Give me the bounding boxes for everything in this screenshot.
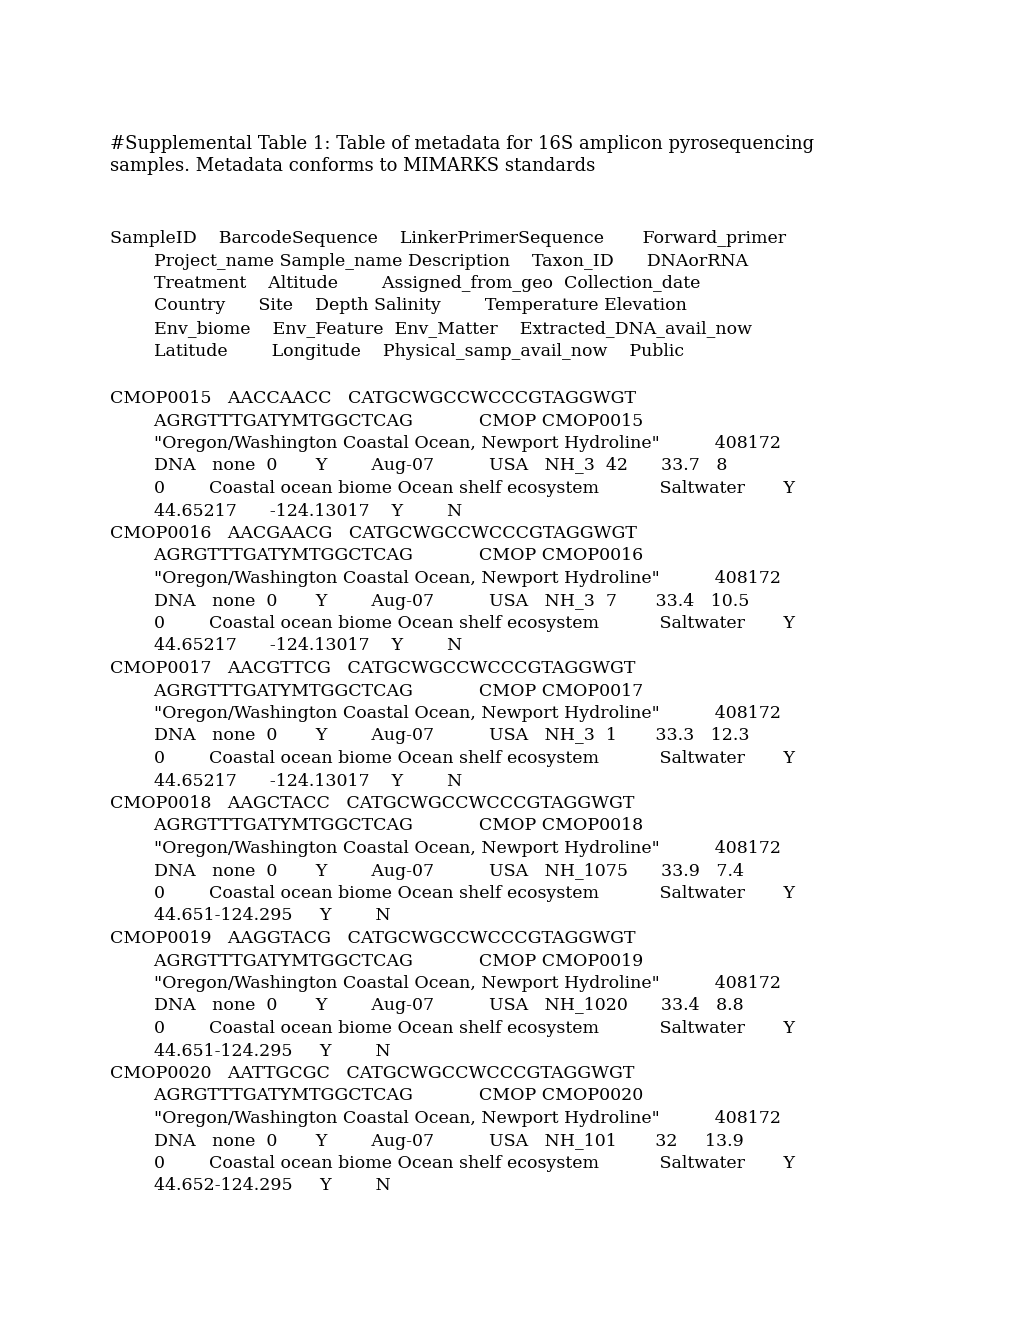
- Text: AGRGTTTGATYMTGGCTCAG            CMOP CMOP0017: AGRGTTTGATYMTGGCTCAG CMOP CMOP0017: [110, 682, 643, 700]
- Text: 0        Coastal ocean biome Ocean shelf ecosystem           Saltwater       Y: 0 Coastal ocean biome Ocean shelf ecosys…: [110, 615, 794, 632]
- Text: AGRGTTTGATYMTGGCTCAG            CMOP CMOP0020: AGRGTTTGATYMTGGCTCAG CMOP CMOP0020: [110, 1088, 643, 1105]
- Text: 44.651-124.295     Y        N: 44.651-124.295 Y N: [110, 1043, 390, 1060]
- Text: Treatment    Altitude        Assigned_from_geo  Collection_date: Treatment Altitude Assigned_from_geo Col…: [110, 275, 700, 292]
- Text: CMOP0018   AAGCTACC   CATGCWGCCWCCCGTAGGWGT: CMOP0018 AAGCTACC CATGCWGCCWCCCGTAGGWGT: [110, 795, 634, 812]
- Text: AGRGTTTGATYMTGGCTCAG            CMOP CMOP0019: AGRGTTTGATYMTGGCTCAG CMOP CMOP0019: [110, 953, 643, 969]
- Text: AGRGTTTGATYMTGGCTCAG            CMOP CMOP0018: AGRGTTTGATYMTGGCTCAG CMOP CMOP0018: [110, 817, 643, 834]
- Text: 0        Coastal ocean biome Ocean shelf ecosystem           Saltwater       Y: 0 Coastal ocean biome Ocean shelf ecosys…: [110, 1020, 794, 1038]
- Text: #Supplemental Table 1: Table of metadata for 16S amplicon pyrosequencing: #Supplemental Table 1: Table of metadata…: [110, 135, 813, 153]
- Text: Env_biome    Env_Feature  Env_Matter    Extracted_DNA_avail_now: Env_biome Env_Feature Env_Matter Extract…: [110, 319, 751, 337]
- Text: Latitude        Longitude    Physical_samp_avail_now    Public: Latitude Longitude Physical_samp_avail_n…: [110, 342, 684, 359]
- Text: "Oregon/Washington Coastal Ocean, Newport Hydroline"          408172: "Oregon/Washington Coastal Ocean, Newpor…: [110, 570, 781, 587]
- Text: CMOP0017   AACGTTCG   CATGCWGCCWCCCGTAGGWGT: CMOP0017 AACGTTCG CATGCWGCCWCCCGTAGGWGT: [110, 660, 635, 677]
- Text: 44.65217      -124.13017    Y        N: 44.65217 -124.13017 Y N: [110, 638, 462, 655]
- Text: AGRGTTTGATYMTGGCTCAG            CMOP CMOP0015: AGRGTTTGATYMTGGCTCAG CMOP CMOP0015: [110, 412, 643, 429]
- Text: DNA   none  0       Y        Aug-07          USA   NH_101       32     13.9: DNA none 0 Y Aug-07 USA NH_101 32 13.9: [110, 1133, 743, 1150]
- Text: 0        Coastal ocean biome Ocean shelf ecosystem           Saltwater       Y: 0 Coastal ocean biome Ocean shelf ecosys…: [110, 1155, 794, 1172]
- Text: DNA   none  0       Y        Aug-07          USA   NH_3  1       33.3   12.3: DNA none 0 Y Aug-07 USA NH_3 1 33.3 12.3: [110, 727, 749, 744]
- Text: DNA   none  0       Y        Aug-07          USA   NH_1075      33.9   7.4: DNA none 0 Y Aug-07 USA NH_1075 33.9 7.4: [110, 862, 743, 879]
- Text: DNA   none  0       Y        Aug-07          USA   NH_1020      33.4   8.8: DNA none 0 Y Aug-07 USA NH_1020 33.4 8.8: [110, 998, 743, 1015]
- Text: CMOP0020   AATTGCGC   CATGCWGCCWCCCGTAGGWGT: CMOP0020 AATTGCGC CATGCWGCCWCCCGTAGGWGT: [110, 1065, 634, 1082]
- Text: "Oregon/Washington Coastal Ocean, Newport Hydroline"          408172: "Oregon/Washington Coastal Ocean, Newpor…: [110, 1110, 781, 1127]
- Text: SampleID    BarcodeSequence    LinkerPrimerSequence       Forward_primer: SampleID BarcodeSequence LinkerPrimerSeq…: [110, 230, 786, 247]
- Text: "Oregon/Washington Coastal Ocean, Newport Hydroline"          408172: "Oregon/Washington Coastal Ocean, Newpor…: [110, 975, 781, 993]
- Text: samples. Metadata conforms to MIMARKS standards: samples. Metadata conforms to MIMARKS st…: [110, 157, 595, 176]
- Text: 0        Coastal ocean biome Ocean shelf ecosystem           Saltwater       Y: 0 Coastal ocean biome Ocean shelf ecosys…: [110, 480, 794, 498]
- Text: 0        Coastal ocean biome Ocean shelf ecosystem           Saltwater       Y: 0 Coastal ocean biome Ocean shelf ecosys…: [110, 884, 794, 902]
- Text: "Oregon/Washington Coastal Ocean, Newport Hydroline"          408172: "Oregon/Washington Coastal Ocean, Newpor…: [110, 705, 781, 722]
- Text: CMOP0019   AAGGTACG   CATGCWGCCWCCCGTAGGWGT: CMOP0019 AAGGTACG CATGCWGCCWCCCGTAGGWGT: [110, 931, 635, 946]
- Text: CMOP0016   AACGAACG   CATGCWGCCWCCCGTAGGWGT: CMOP0016 AACGAACG CATGCWGCCWCCCGTAGGWGT: [110, 525, 636, 543]
- Text: Country      Site    Depth Salinity        Temperature Elevation: Country Site Depth Salinity Temperature …: [110, 297, 686, 314]
- Text: 0        Coastal ocean biome Ocean shelf ecosystem           Saltwater       Y: 0 Coastal ocean biome Ocean shelf ecosys…: [110, 750, 794, 767]
- Text: 44.65217      -124.13017    Y        N: 44.65217 -124.13017 Y N: [110, 503, 462, 520]
- Text: AGRGTTTGATYMTGGCTCAG            CMOP CMOP0016: AGRGTTTGATYMTGGCTCAG CMOP CMOP0016: [110, 548, 643, 565]
- Text: 44.651-124.295     Y        N: 44.651-124.295 Y N: [110, 908, 390, 924]
- Text: CMOP0015   AACCAACC   CATGCWGCCWCCCGTAGGWGT: CMOP0015 AACCAACC CATGCWGCCWCCCGTAGGWGT: [110, 389, 636, 407]
- Text: DNA   none  0       Y        Aug-07          USA   NH_3  42      33.7   8: DNA none 0 Y Aug-07 USA NH_3 42 33.7 8: [110, 458, 727, 474]
- Text: 44.652-124.295     Y        N: 44.652-124.295 Y N: [110, 1177, 390, 1195]
- Text: "Oregon/Washington Coastal Ocean, Newport Hydroline"          408172: "Oregon/Washington Coastal Ocean, Newpor…: [110, 840, 781, 857]
- Text: DNA   none  0       Y        Aug-07          USA   NH_3  7       33.4   10.5: DNA none 0 Y Aug-07 USA NH_3 7 33.4 10.5: [110, 593, 749, 610]
- Text: "Oregon/Washington Coastal Ocean, Newport Hydroline"          408172: "Oregon/Washington Coastal Ocean, Newpor…: [110, 436, 781, 451]
- Text: Project_name Sample_name Description    Taxon_ID      DNAorRNA: Project_name Sample_name Description Tax…: [110, 252, 747, 269]
- Text: 44.65217      -124.13017    Y        N: 44.65217 -124.13017 Y N: [110, 772, 462, 789]
